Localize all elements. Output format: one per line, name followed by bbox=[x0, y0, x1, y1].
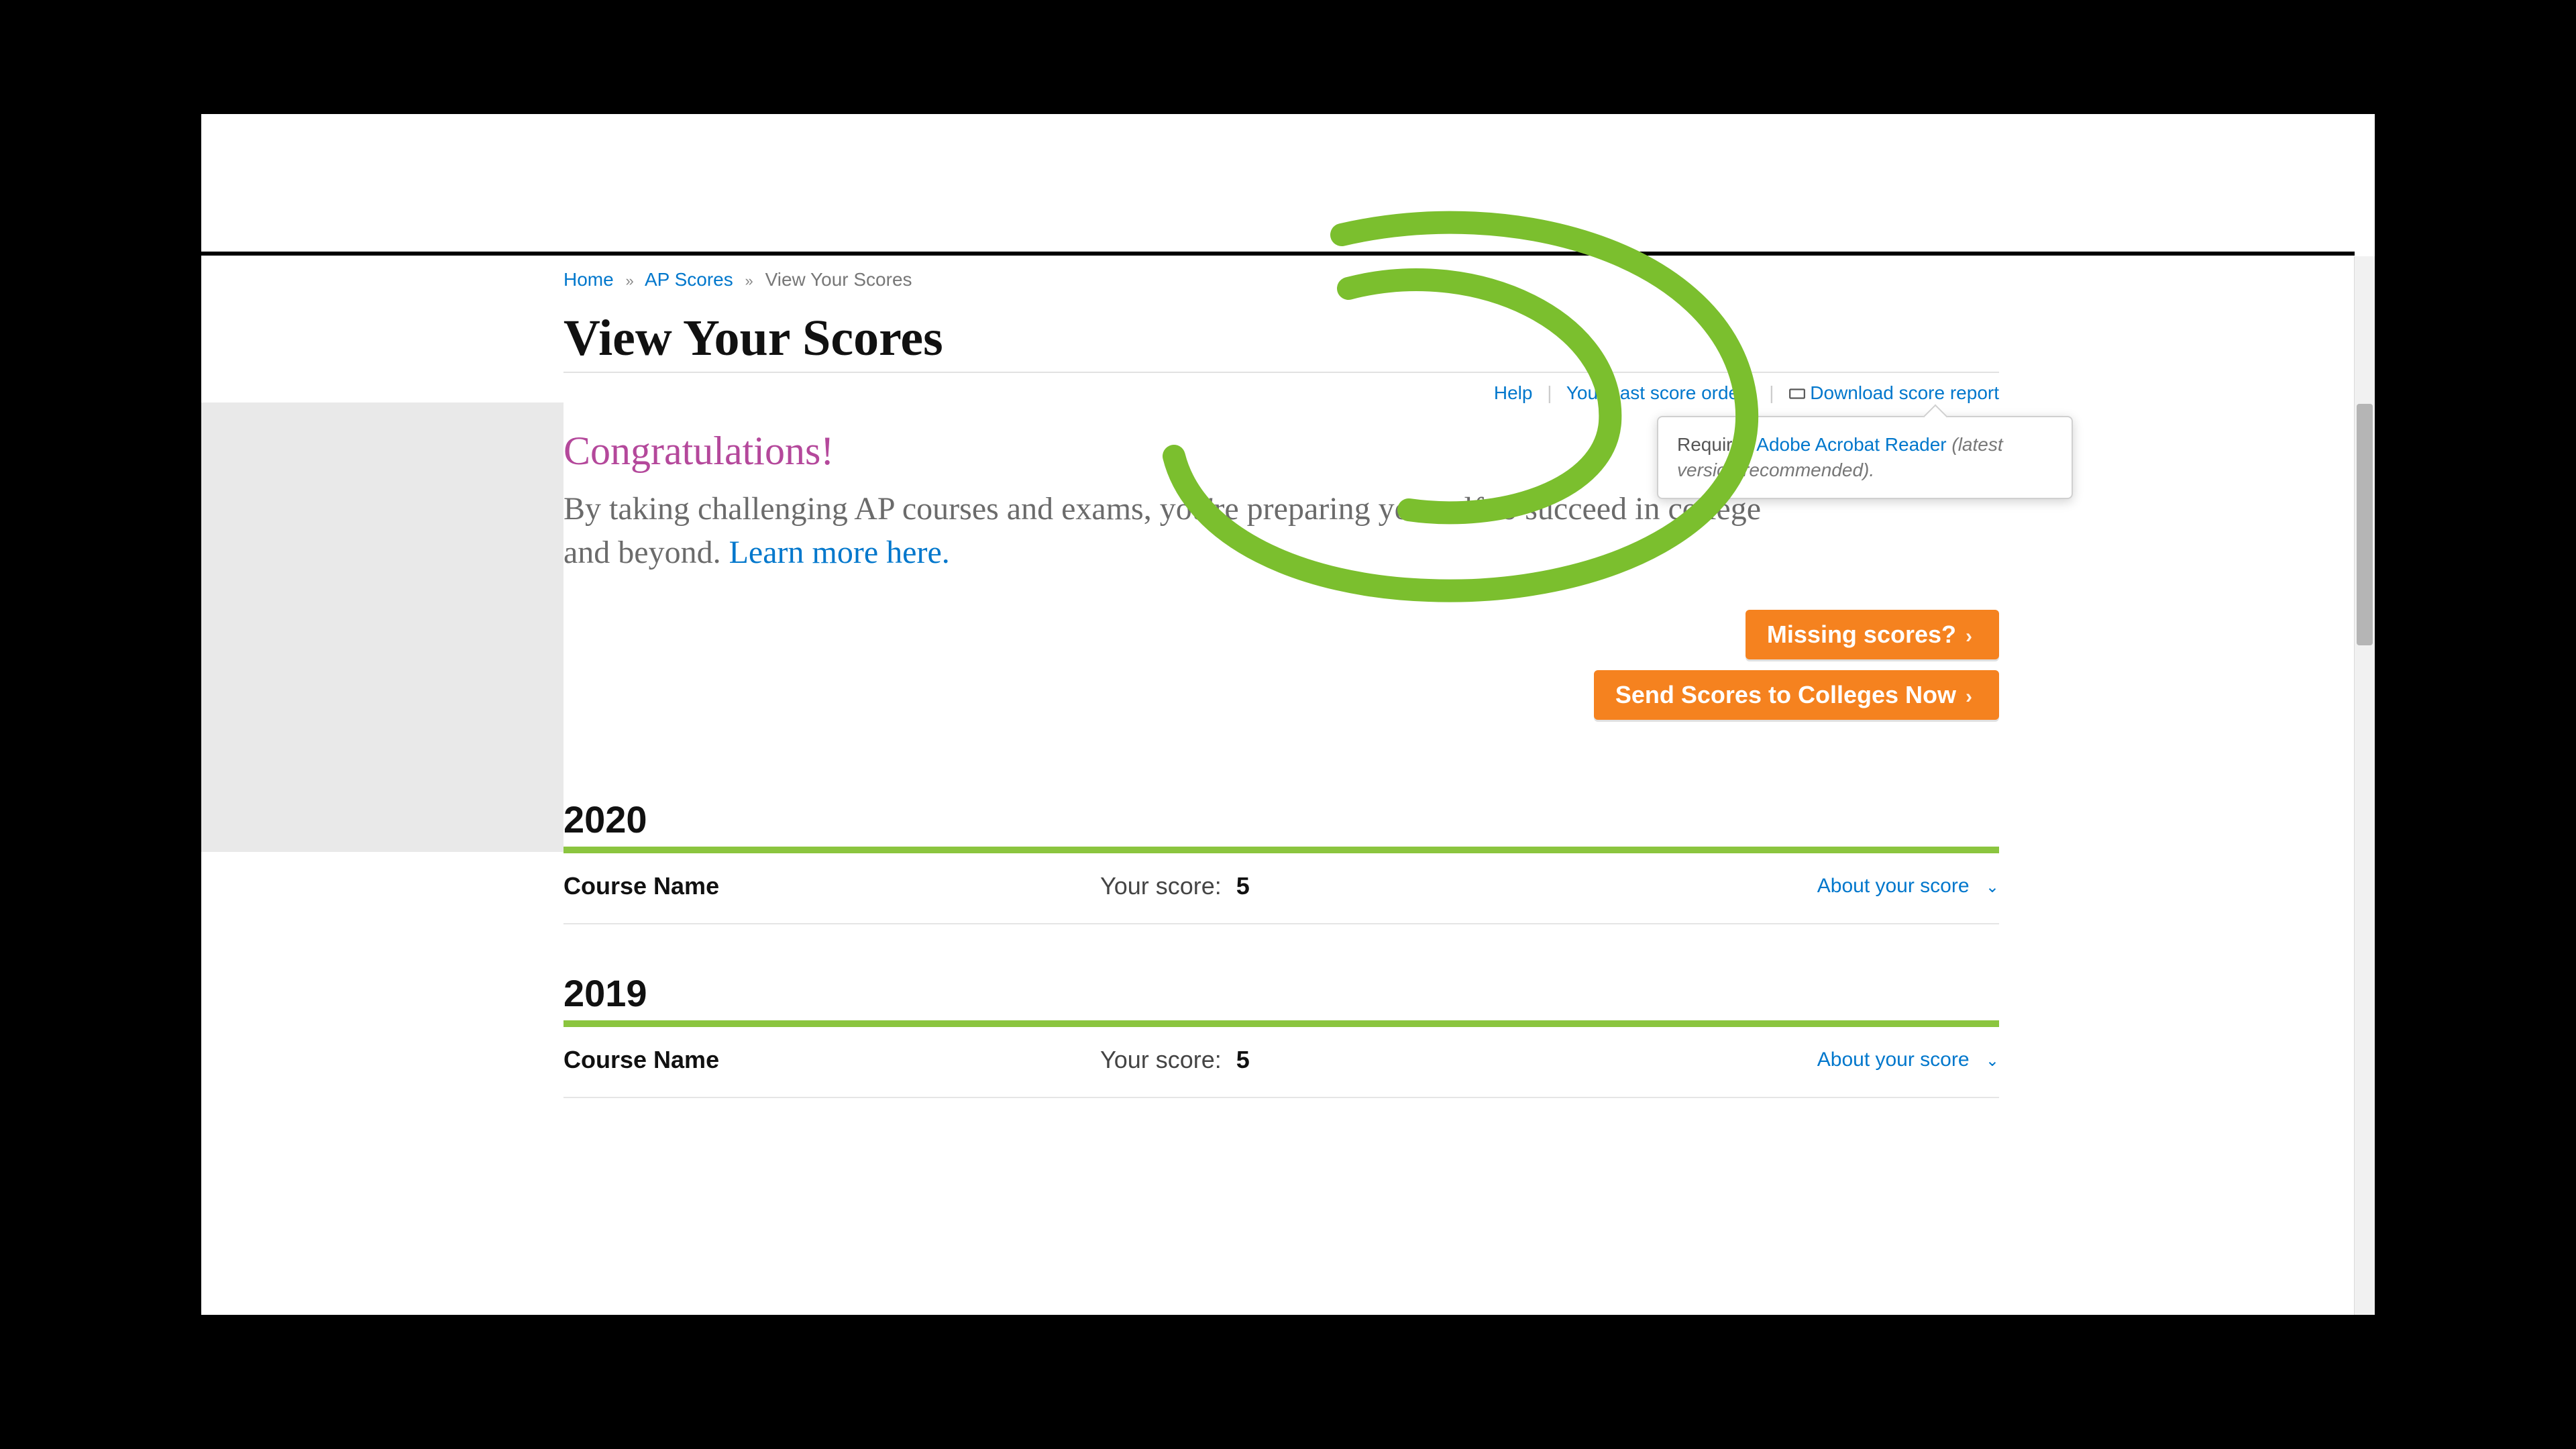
breadcrumb-separator: » bbox=[739, 272, 760, 289]
chevron-down-icon: ⌄ bbox=[1986, 1051, 1999, 1071]
breadcrumb-home-link[interactable]: Home bbox=[564, 269, 614, 290]
your-score-label: Your score: bbox=[1100, 872, 1222, 900]
main-content-column: Home » AP Scores » View Your Scores View… bbox=[564, 265, 1999, 1315]
year-heading: 2019 bbox=[564, 971, 1999, 1015]
year-accent-rule bbox=[564, 1020, 1999, 1027]
chevron-right-icon: › bbox=[1966, 625, 1972, 648]
course-name: Course Name bbox=[564, 872, 1100, 900]
about-your-score-toggle[interactable]: About your score ⌄ bbox=[1817, 875, 1999, 898]
year-heading: 2020 bbox=[564, 798, 1999, 841]
congratulations-body: By taking challenging AP courses and exa… bbox=[564, 488, 1771, 575]
breadcrumb: Home » AP Scores » View Your Scores bbox=[564, 265, 1999, 309]
about-your-score-toggle[interactable]: About your score ⌄ bbox=[1817, 1049, 1999, 1071]
chevron-down-icon: ⌄ bbox=[1986, 877, 1999, 897]
course-name: Course Name bbox=[564, 1046, 1100, 1074]
help-link[interactable]: Help bbox=[1494, 382, 1533, 403]
adobe-acrobat-reader-link[interactable]: Adobe Acrobat Reader bbox=[1756, 434, 1946, 455]
score-value: 5 bbox=[1236, 872, 1250, 900]
download-requirements-popover: Requires Adobe Acrobat Reader (latest ve… bbox=[1657, 416, 2073, 499]
breadcrumb-current: View Your Scores bbox=[765, 269, 912, 290]
score-row: Course Name Your score: 5 About your sco… bbox=[564, 853, 1999, 924]
page-title: View Your Scores bbox=[564, 309, 1999, 372]
about-your-score-label: About your score bbox=[1817, 1049, 1970, 1071]
score-value: 5 bbox=[1236, 1046, 1250, 1073]
learn-more-link[interactable]: Learn more here. bbox=[729, 535, 950, 570]
breadcrumb-separator: » bbox=[619, 272, 640, 289]
cta-button-stack: Missing scores? › Send Scores to Colleges… bbox=[564, 610, 1999, 731]
scrollbar-thumb[interactable] bbox=[2357, 404, 2373, 645]
about-your-score-label: About your score bbox=[1817, 875, 1970, 897]
scrollbar[interactable] bbox=[2354, 256, 2375, 1315]
score-row: Course Name Your score: 5 About your sco… bbox=[564, 1027, 1999, 1098]
toolbar-row: Help | Your past score orders | Download… bbox=[564, 372, 1999, 404]
send-scores-button[interactable]: Send Scores to Colleges Now › bbox=[1594, 670, 1999, 720]
year-block: 2020 Course Name Your score: 5 About you… bbox=[564, 798, 1999, 924]
year-accent-rule bbox=[564, 847, 1999, 853]
toolbar-divider: | bbox=[1760, 382, 1783, 403]
missing-scores-label: Missing scores? bbox=[1767, 621, 1956, 648]
past-score-orders-link[interactable]: Your past score orders bbox=[1566, 382, 1755, 403]
content-separator-rule bbox=[201, 252, 2355, 256]
missing-scores-button[interactable]: Missing scores? › bbox=[1746, 610, 1999, 659]
download-score-report-link[interactable]: Download score report bbox=[1810, 382, 1999, 403]
download-pdf-icon bbox=[1788, 384, 1806, 399]
page-card: Home » AP Scores » View Your Scores View… bbox=[201, 114, 2375, 1315]
send-scores-label: Send Scores to Colleges Now bbox=[1615, 681, 1956, 708]
breadcrumb-apscores-link[interactable]: AP Scores bbox=[645, 269, 733, 290]
your-score-label: Your score: bbox=[1100, 1046, 1222, 1073]
year-block: 2019 Course Name Your score: 5 About you… bbox=[564, 971, 1999, 1098]
left-gutter bbox=[201, 402, 564, 852]
toolbar-divider: | bbox=[1538, 382, 1561, 403]
popover-prefix: Requires bbox=[1677, 434, 1756, 455]
chevron-right-icon: › bbox=[1966, 686, 1972, 708]
